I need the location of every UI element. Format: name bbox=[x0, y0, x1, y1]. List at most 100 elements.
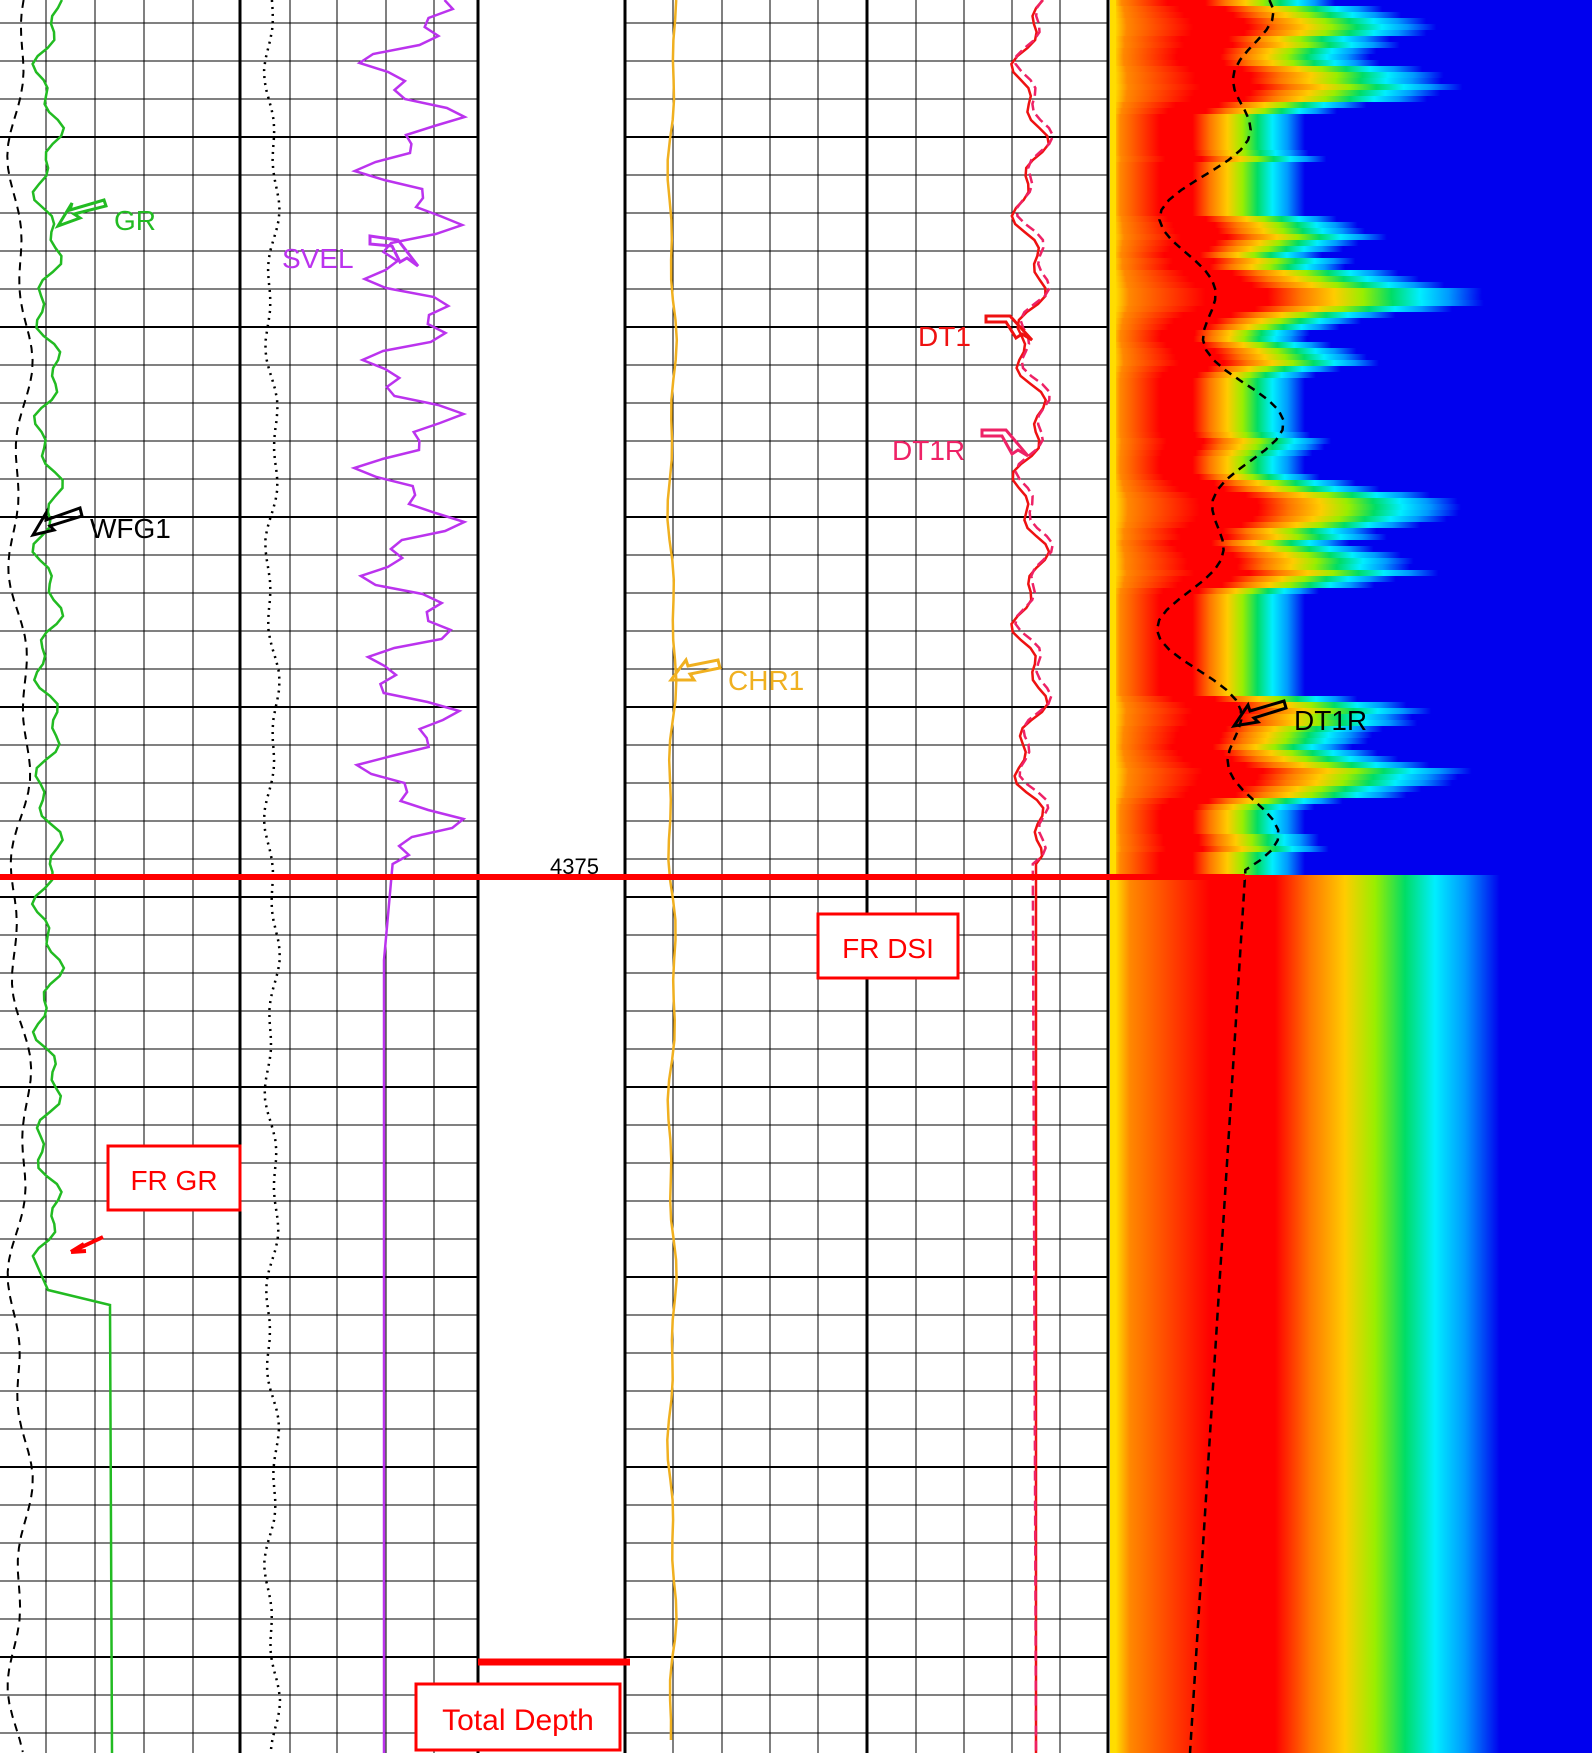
image-row bbox=[1110, 84, 1562, 90]
image-row bbox=[1110, 858, 1360, 864]
image-row bbox=[1110, 486, 1456, 492]
fr-gr-flag-label: FR GR bbox=[130, 1165, 217, 1196]
image-row bbox=[1110, 516, 1542, 522]
image-row bbox=[1110, 168, 1360, 174]
image-row bbox=[1110, 306, 1549, 312]
image-row bbox=[1110, 318, 1432, 324]
image-row bbox=[1110, 810, 1360, 816]
image-row bbox=[1110, 498, 1556, 504]
image-row bbox=[1110, 720, 1504, 726]
dt1r-slowness-label: DT1R bbox=[892, 435, 965, 466]
image-row bbox=[1110, 570, 1532, 576]
image-row bbox=[1110, 780, 1549, 786]
image-row bbox=[1110, 138, 1360, 144]
image-row bbox=[1110, 270, 1480, 276]
fr-gr-arrow-icon bbox=[69, 1235, 104, 1254]
image-row bbox=[1110, 432, 1367, 438]
image-row bbox=[1110, 120, 1360, 126]
image-row bbox=[1110, 750, 1454, 756]
image-row bbox=[1110, 66, 1511, 72]
image-row bbox=[1110, 72, 1538, 78]
image-row bbox=[1110, 126, 1360, 132]
image-row bbox=[1110, 504, 1561, 510]
dotted-curve bbox=[262, 0, 282, 1751]
image-row bbox=[1110, 186, 1360, 192]
image-row bbox=[1110, 738, 1441, 744]
image-row bbox=[1110, 234, 1465, 240]
image-row bbox=[1110, 96, 1517, 102]
image-row bbox=[1110, 642, 1360, 648]
image-row bbox=[1110, 798, 1409, 804]
image-row bbox=[1110, 540, 1417, 546]
image-row bbox=[1110, 330, 1367, 336]
image-row bbox=[1110, 240, 1429, 246]
total-depth-flag-box bbox=[414, 1682, 622, 1752]
image-row bbox=[1110, 390, 1360, 396]
image-row bbox=[1110, 132, 1360, 138]
image-row bbox=[1110, 600, 1360, 606]
image-row bbox=[1110, 702, 1491, 708]
dt1-pointer-icon bbox=[984, 314, 1034, 342]
image-row bbox=[1110, 840, 1378, 846]
image-row bbox=[1110, 462, 1360, 468]
image-row bbox=[1110, 276, 1507, 282]
image-row bbox=[1110, 12, 1484, 18]
image-row bbox=[1110, 618, 1360, 624]
image-row bbox=[1110, 18, 1516, 24]
svel-curve bbox=[350, 0, 469, 1753]
image-row bbox=[1110, 648, 1360, 654]
image-row bbox=[1110, 672, 1360, 678]
image-row bbox=[1110, 864, 1360, 870]
image-row bbox=[1110, 822, 1360, 828]
image-row bbox=[1110, 378, 1360, 384]
image-row bbox=[1110, 162, 1360, 168]
image-row bbox=[1110, 396, 1360, 402]
image-row bbox=[1110, 606, 1360, 612]
chr1-curve bbox=[666, 0, 679, 1741]
image-row bbox=[1110, 354, 1440, 360]
image-row bbox=[1110, 552, 1483, 558]
image-row bbox=[1110, 30, 1516, 36]
gr-curve bbox=[30, 0, 114, 1753]
image-row bbox=[1110, 768, 1574, 774]
image-row bbox=[1110, 336, 1363, 342]
image-row bbox=[1110, 198, 1360, 204]
image-row bbox=[1110, 444, 1386, 450]
image-row bbox=[1110, 624, 1360, 630]
image-row bbox=[1110, 528, 1452, 534]
fr-dsi-flag-label: FR DSI bbox=[842, 933, 934, 964]
image-row bbox=[1110, 468, 1360, 474]
image-row bbox=[1110, 192, 1360, 198]
image-row bbox=[1110, 714, 1498, 720]
image-row bbox=[1110, 696, 1428, 702]
fr-dsi-flag-box bbox=[816, 912, 960, 980]
image-row bbox=[1110, 372, 1375, 378]
image-row bbox=[1110, 414, 1360, 420]
image-row bbox=[1110, 348, 1427, 354]
image-row bbox=[1110, 588, 1378, 594]
fr-gr-flag-box bbox=[106, 1144, 242, 1212]
image-row bbox=[1110, 522, 1508, 528]
image-row bbox=[1110, 108, 1402, 114]
image-row bbox=[1110, 294, 1587, 300]
image-row bbox=[1110, 732, 1447, 738]
image-row bbox=[1110, 408, 1360, 414]
dt1r-image-curve bbox=[1155, 0, 1285, 1753]
image-row bbox=[1110, 480, 1425, 486]
image-row bbox=[1110, 870, 1360, 876]
image-row bbox=[1110, 6, 1460, 12]
image-row bbox=[1110, 786, 1510, 792]
image-row bbox=[1110, 636, 1360, 642]
image-row bbox=[1110, 366, 1406, 372]
image-row bbox=[1110, 0, 1399, 6]
image-row bbox=[1110, 282, 1539, 288]
dt1r-image-pointer-icon bbox=[1230, 699, 1288, 729]
gr-label: GR bbox=[114, 205, 156, 236]
image-row bbox=[1110, 252, 1383, 258]
image-row bbox=[1110, 246, 1409, 252]
image-row bbox=[1110, 78, 1535, 84]
image-row bbox=[1110, 90, 1534, 96]
image-row bbox=[1110, 666, 1360, 672]
image-row bbox=[1110, 54, 1444, 60]
